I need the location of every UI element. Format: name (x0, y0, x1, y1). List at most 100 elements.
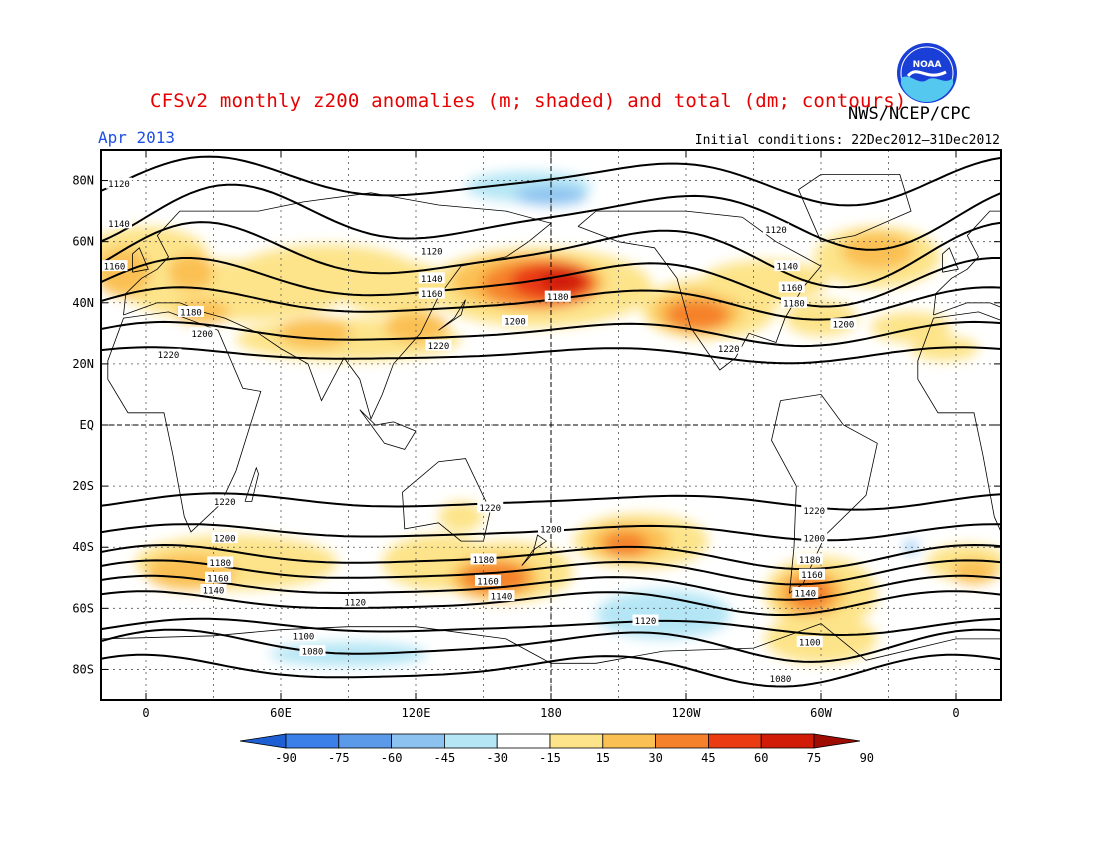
contour-label: 1140 (106, 217, 132, 230)
contour-label: 1160 (475, 574, 501, 587)
contour-label-text: 1120 (765, 226, 787, 236)
contour-label: 1160 (799, 568, 825, 581)
contour-label-text: 1160 (781, 284, 803, 294)
contour-label: 1220 (425, 339, 452, 352)
contour-label-text: 1100 (799, 638, 821, 648)
colorbar-swatch (655, 733, 709, 749)
colorbar-label: 45 (701, 751, 715, 765)
contour-label-text: 1200 (833, 321, 855, 331)
contour-label-text: 1140 (108, 220, 130, 230)
contour-label-text: 1160 (421, 290, 443, 300)
lat-label: 80N (72, 174, 94, 188)
contour-label-text: 1120 (635, 617, 657, 627)
colorbar-label: -45 (434, 751, 456, 765)
contour-label-text: 1100 (293, 632, 315, 642)
contour-labels: 1120 1140 1160 1180 1200 1220 1120 1140 1160 1180… (101, 177, 857, 685)
contour-label: 1140 (200, 584, 227, 597)
contour-label-text: 1160 (801, 571, 823, 581)
lon-label: 120W (672, 706, 702, 720)
contour-label-text: 1220 (428, 342, 450, 352)
contour-label: 1080 (767, 672, 794, 685)
lat-label: 20S (72, 479, 94, 493)
contour-label-text: 1200 (504, 318, 526, 328)
initial-conditions: Initial conditions: 22Dec2012–31Dec2012 (694, 133, 1000, 148)
colorbar-high-arrow (813, 733, 861, 749)
contour-label-text: 1080 (302, 648, 324, 658)
height-contours (101, 155, 1001, 688)
noaa-logo: NOAA (897, 43, 957, 103)
colorbar-low-arrow (239, 733, 287, 749)
contour-label-text: 1200 (540, 525, 562, 535)
contour-label-text: 1140 (794, 590, 816, 600)
contour-label: 1220 (211, 495, 238, 508)
colorbar-swatch (443, 733, 498, 749)
lat-label: 40S (72, 540, 94, 554)
contour-label: 1140 (792, 587, 819, 600)
lat-label: 20N (72, 357, 94, 371)
contour-label: 1220 (801, 504, 828, 517)
contour-label: 1160 (778, 281, 805, 294)
contour-label: 1180 (796, 553, 823, 566)
colorbar-swatch (602, 733, 656, 749)
contour-label: 1140 (418, 272, 445, 285)
contour-label: 1200 (502, 315, 528, 328)
lat-label: 80S (72, 662, 94, 676)
contour-label: 1200 (830, 318, 857, 331)
contour-label: 1100 (290, 629, 317, 642)
contour-label-text: 1140 (203, 587, 225, 597)
contour-label-text: 1160 (104, 263, 126, 273)
colorbar-swatch (391, 733, 445, 749)
colorbar-label: -30 (486, 751, 508, 765)
contour-label-text: 1220 (158, 351, 180, 361)
contour-label-text: 1140 (491, 593, 513, 603)
colorbar-label: 90 (860, 751, 874, 765)
contour-label-text: 1200 (214, 535, 236, 545)
colorbar-label: -90 (275, 751, 297, 765)
contour-label: 1120 (418, 244, 445, 257)
contour-label: 1220 (155, 348, 182, 361)
contour-label: 1180 (781, 296, 807, 309)
contour-label-text: 1120 (421, 247, 443, 257)
contour-label: 1120 (632, 614, 659, 627)
colorbar: -90 -75 -60 -45 -30 -15 15 30 45 60 75 90 (239, 733, 874, 765)
contour-label: 1140 (774, 260, 801, 273)
colorbar-swatch (496, 733, 551, 749)
contour-label: 1120 (763, 223, 789, 236)
noaa-logo-text: NOAA (913, 60, 942, 70)
contour-label-text: 1180 (547, 293, 569, 303)
lat-label: 40N (72, 296, 94, 310)
colorbar-label: -15 (539, 751, 561, 765)
forecast-month: Apr 2013 (98, 128, 176, 147)
contour-label: 1120 (342, 596, 369, 609)
contour-label-text: 1180 (473, 556, 495, 566)
contour-label-text: 1140 (776, 263, 798, 273)
contour-label-text: 1220 (803, 507, 825, 517)
contour-label-text: 1220 (214, 498, 236, 508)
contour-label: 1160 (418, 287, 445, 300)
contour-label-text: 1200 (191, 330, 213, 340)
contour-label: 1080 (299, 645, 326, 658)
lat-label: EQ (80, 418, 94, 432)
colorbar-swatch (760, 733, 815, 749)
lat-label: 60N (72, 235, 94, 249)
contour-label-text: 1220 (479, 504, 501, 514)
contour-label: 1200 (538, 522, 564, 535)
colorbar-label: 75 (807, 751, 821, 765)
contour-label: 1200 (211, 532, 238, 545)
contour-label-text: 1120 (108, 180, 130, 190)
contour-label: 1200 (801, 532, 828, 545)
contour-label-text: 1160 (477, 577, 499, 587)
colorbar-label: -60 (381, 751, 403, 765)
contour-label-text: 1140 (421, 275, 443, 285)
contour-label: 1120 (106, 177, 132, 190)
contour-label-text: 1220 (718, 345, 740, 355)
contour-label: 1180 (178, 305, 204, 318)
colorbar-swatch (338, 733, 392, 749)
lon-label: 0 (952, 706, 959, 720)
contour-label: 1180 (544, 290, 571, 303)
contour-label: 1200 (189, 327, 216, 340)
map-area: 1120 1140 1160 1180 1200 1220 1120 1140 1160 1180… (101, 150, 1001, 700)
colorbar-label: 30 (648, 751, 662, 765)
map-title: CFSv2 monthly z200 anomalies (m; shaded)… (150, 90, 907, 112)
